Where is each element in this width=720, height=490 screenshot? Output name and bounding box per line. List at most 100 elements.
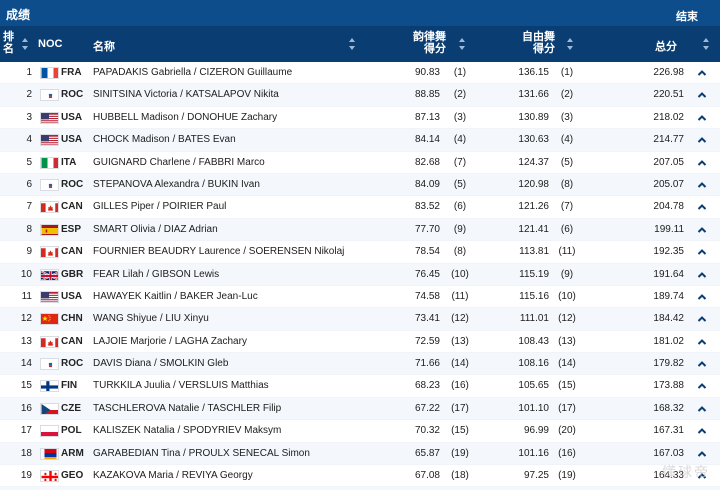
noc-cell: GBR <box>61 268 84 280</box>
rank-cell: 2 <box>26 89 32 101</box>
table-row[interactable]: 18 ARM GARABEDIAN Tina / PROULX SENECAL Si… <box>0 442 720 466</box>
chevron-up-icon[interactable] <box>697 69 707 77</box>
rhythm-dance-rank: (16) <box>451 380 469 392</box>
rank-sort-icon[interactable] <box>22 38 28 50</box>
rhythm-dance-score: 74.58 <box>414 290 440 302</box>
noc-cell: USA <box>61 134 83 146</box>
pair-name-cell: FOURNIER BEAUDRY Laurence / SOERENSEN Ni… <box>93 246 345 258</box>
free-dance-score: 121.26 <box>518 201 549 213</box>
rank-cell: 17 <box>20 425 32 437</box>
total-score: 204.78 <box>653 201 684 213</box>
table-row[interactable]: 19 GEO KAZAKOVA Maria / REVIYA Georgy 67.08… <box>0 465 720 488</box>
results-topbar: 成绩 结束 <box>0 0 720 26</box>
total-sort-icon[interactable] <box>703 38 709 50</box>
sp-sort-icon[interactable] <box>459 38 465 50</box>
rank-cell: 7 <box>26 201 32 213</box>
name-sort-icon[interactable] <box>349 38 355 50</box>
table-row[interactable]: 12 CHN WANG Shiyue / LIU Xinyu 73.41 (12) 111… <box>0 308 720 331</box>
rhythm-dance-score: 87.13 <box>414 111 440 123</box>
rank-cell: 13 <box>20 335 32 347</box>
pair-name-cell: HAWAYEK Kaitlin / BAKER Jean-Luc <box>93 290 258 302</box>
rank-cell: 14 <box>20 358 32 370</box>
end-button[interactable]: 结束 <box>676 11 698 23</box>
total-score: 191.64 <box>653 268 684 280</box>
flag-icon <box>40 313 59 326</box>
chevron-up-icon[interactable] <box>697 338 707 346</box>
total-header[interactable]: 总分 <box>655 41 677 53</box>
rhythm-dance-rank: (8) <box>453 246 467 258</box>
chevron-up-icon[interactable] <box>697 450 707 458</box>
rhythm-dance-rank: (12) <box>451 313 469 325</box>
free-dance-score: 130.63 <box>518 134 549 146</box>
chevron-up-icon[interactable] <box>697 271 707 279</box>
chevron-up-icon[interactable] <box>697 293 707 301</box>
table-row[interactable]: 4 USA CHOCK Madison / BATES Evan 84.14 (4) 13… <box>0 129 720 152</box>
table-row[interactable]: 11 USA HAWAYEK Kaitlin / BAKER Jean-Luc 74.… <box>0 285 720 309</box>
table-row[interactable]: 2 ROC SINITSINA Victoria / KATSALAPOV Niki… <box>0 84 720 107</box>
name-header[interactable]: 名称 <box>93 41 115 53</box>
pair-name-cell: DAVIS Diana / SMOLKIN Gleb <box>93 358 229 370</box>
table-row[interactable]: 17 POL KALISZEK Natalia / SPODYRIEV Maksym… <box>0 420 720 443</box>
rank-header[interactable]: 排 名 <box>3 31 14 55</box>
fs-sort-icon[interactable] <box>567 38 573 50</box>
rhythm-dance-score: 83.52 <box>414 201 440 213</box>
chevron-up-icon[interactable] <box>697 114 707 122</box>
flag-icon <box>40 89 59 102</box>
table-row[interactable]: 13 CAN LAJOIE Marjorie / LAGHA Zachary 72.5… <box>0 330 720 354</box>
chevron-up-icon[interactable] <box>697 405 707 413</box>
free-dance-score: 97.25 <box>523 470 549 482</box>
table-row[interactable]: 16 CZE TASCHLEROVA Natalie / TASCHLER Fili… <box>0 397 720 421</box>
noc-cell: FIN <box>61 380 78 392</box>
table-header: 排 名 NOC 名称 韵律舞 得分 自由舞 得分 总分 <box>0 26 720 62</box>
chevron-up-icon[interactable] <box>697 360 707 368</box>
free-dance-rank: (15) <box>558 380 576 392</box>
table-row[interactable]: 14 ROC DAVIS Diana / SMOLKIN Gleb 71.66 (14)… <box>0 353 720 376</box>
chevron-up-icon[interactable] <box>697 159 707 167</box>
chevron-up-icon[interactable] <box>697 315 707 323</box>
chevron-up-icon[interactable] <box>697 203 707 211</box>
total-score: 184.42 <box>653 313 684 325</box>
total-score: 167.31 <box>653 425 684 437</box>
free-dance-score: 124.37 <box>518 156 549 168</box>
chevron-up-icon[interactable] <box>697 226 707 234</box>
sp-header[interactable]: 韵律舞 得分 <box>410 31 446 55</box>
table-row[interactable]: 6 ROC STEPANOVA Alexandra / BUKIN Ivan 84.0… <box>0 173 720 197</box>
rhythm-dance-rank: (19) <box>451 447 469 459</box>
total-score: 218.02 <box>653 111 684 123</box>
chevron-up-icon[interactable] <box>697 472 707 480</box>
noc-header[interactable]: NOC <box>38 38 63 50</box>
rhythm-dance-score: 77.70 <box>414 223 440 235</box>
table-row[interactable]: 8 ESP SMART Olivia / DIAZ Adrian 77.70 (9) 12… <box>0 218 720 242</box>
free-dance-rank: (12) <box>558 313 576 325</box>
table-row[interactable]: 3 USA HUBBELL Madison / DONOHUE Zachary 87.… <box>0 106 720 130</box>
chevron-up-icon[interactable] <box>697 382 707 390</box>
flag-icon <box>40 335 59 348</box>
rhythm-dance-rank: (14) <box>451 358 469 370</box>
rhythm-dance-score: 68.23 <box>414 380 440 392</box>
noc-cell: CZE <box>61 402 81 414</box>
chevron-up-icon[interactable] <box>697 181 707 189</box>
noc-cell: ESP <box>61 223 82 235</box>
chevron-up-icon[interactable] <box>697 136 707 144</box>
chevron-up-icon[interactable] <box>697 91 707 99</box>
table-row[interactable]: 10 GBR FEAR Lilah / GIBSON Lewis 76.45 (10) 1… <box>0 263 720 286</box>
table-row[interactable]: 5 ITA GUIGNARD Charlene / FABBRI Marco 82.6… <box>0 151 720 174</box>
rhythm-dance-rank: (2) <box>453 89 467 101</box>
rank-cell: 15 <box>20 380 32 392</box>
table-row[interactable]: 20UKRNAZAROVA Oleksandra / NIKITIN Maksy… <box>0 487 720 490</box>
noc-cell: CAN <box>61 246 83 258</box>
flag-icon <box>40 246 59 259</box>
table-row[interactable]: 9 CAN FOURNIER BEAUDRY Laurence / SOERENSE… <box>0 241 720 264</box>
rhythm-dance-rank: (5) <box>453 178 467 190</box>
flag-icon <box>40 358 59 371</box>
chevron-up-icon[interactable] <box>697 427 707 435</box>
fs-header[interactable]: 自由舞 得分 <box>519 31 555 55</box>
rhythm-dance-rank: (17) <box>451 402 469 414</box>
chevron-up-icon[interactable] <box>697 248 707 256</box>
rank-cell: 3 <box>26 111 32 123</box>
table-row[interactable]: 1 FRA PAPADAKIS Gabriella / CIZERON Guilla… <box>0 62 720 85</box>
table-row[interactable]: 15 FIN TURKKILA Juulia / VERSLUIS Matthias… <box>0 375 720 398</box>
pair-name-cell: GILLES Piper / POIRIER Paul <box>93 201 227 213</box>
flag-icon <box>40 156 59 169</box>
table-row[interactable]: 7 CAN GILLES Piper / POIRIER Paul 83.52 (6) 1… <box>0 196 720 219</box>
